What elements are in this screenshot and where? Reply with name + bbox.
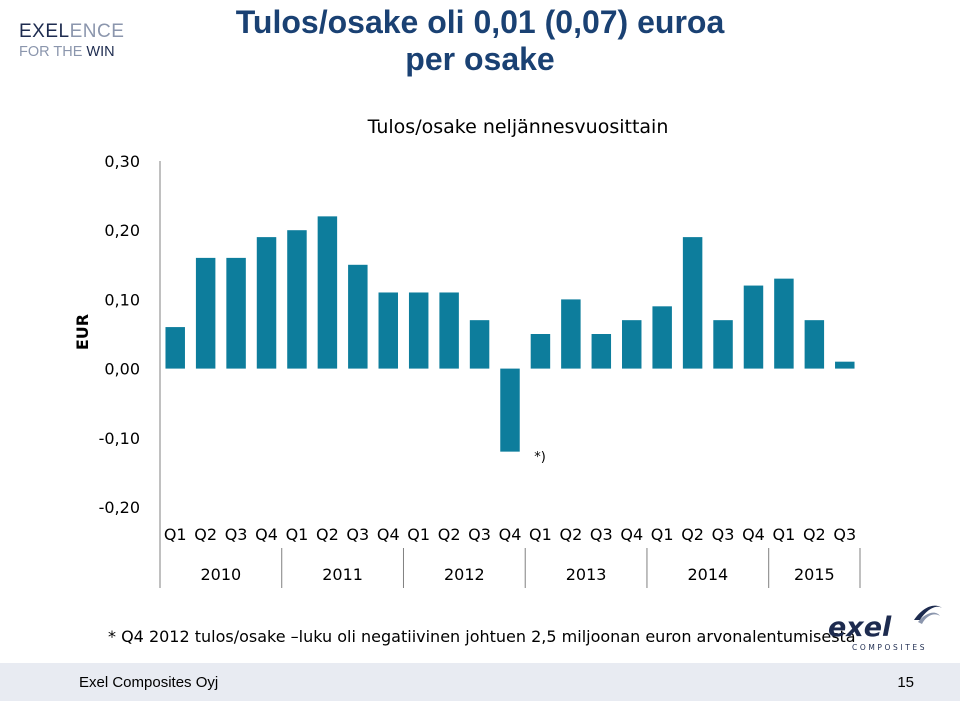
y-axis-title: EUR bbox=[73, 314, 92, 350]
quarter-label: Q2 bbox=[194, 525, 217, 544]
quarter-label: Q1 bbox=[773, 525, 796, 544]
logo-subtext: COMPOSITES bbox=[852, 643, 927, 652]
quarter-label: Q3 bbox=[468, 525, 491, 544]
slide-title-line1: Tulos/osake oli 0,01 (0,07) euroa bbox=[235, 4, 725, 40]
bar bbox=[348, 264, 368, 369]
year-label: 2015 bbox=[794, 565, 835, 584]
page-number: 15 bbox=[897, 674, 914, 691]
quarter-label: Q1 bbox=[407, 525, 430, 544]
quarter-label: Q4 bbox=[255, 525, 278, 544]
y-tick-label: -0,10 bbox=[99, 429, 140, 448]
bar bbox=[804, 320, 825, 369]
quarter-label: Q3 bbox=[225, 525, 248, 544]
bar bbox=[622, 320, 642, 369]
bar bbox=[195, 257, 216, 369]
bar bbox=[500, 368, 520, 452]
quarter-label: Q2 bbox=[803, 525, 826, 544]
bar bbox=[591, 334, 612, 369]
bar bbox=[652, 306, 672, 369]
year-label: 2013 bbox=[566, 565, 607, 584]
quarter-label: Q1 bbox=[651, 525, 674, 544]
brand-text-light: ENCE bbox=[69, 21, 125, 42]
quarter-label: Q2 bbox=[681, 525, 704, 544]
bar bbox=[226, 257, 246, 369]
quarter-label: Q2 bbox=[316, 525, 339, 544]
bar bbox=[165, 327, 185, 369]
bar bbox=[317, 216, 338, 369]
y-tick-label: 0,20 bbox=[104, 221, 140, 240]
quarter-label: Q1 bbox=[164, 525, 187, 544]
slide-title-line2: per osake bbox=[405, 41, 555, 77]
bar bbox=[530, 334, 551, 369]
brand-tagline-light: FOR THE bbox=[19, 44, 87, 60]
bar bbox=[256, 237, 277, 369]
brand-tagline-dark: WIN bbox=[86, 44, 115, 60]
brand-logo: EXELENCE FOR THE WIN bbox=[19, 22, 124, 60]
year-label: 2012 bbox=[444, 565, 485, 584]
footer-bar: Exel Composites Oyj 15 bbox=[0, 663, 960, 701]
quarter-label: Q1 bbox=[286, 525, 309, 544]
year-label: 2014 bbox=[687, 565, 728, 584]
quarter-label: Q4 bbox=[499, 525, 522, 544]
quarter-label: Q4 bbox=[620, 525, 643, 544]
bar bbox=[469, 320, 490, 369]
quarter-label: Q1 bbox=[529, 525, 552, 544]
quarter-label: Q3 bbox=[833, 525, 856, 544]
bar bbox=[835, 361, 855, 369]
quarter-label: Q3 bbox=[712, 525, 735, 544]
y-tick-label: 0,30 bbox=[104, 152, 140, 171]
footer-company: Exel Composites Oyj bbox=[79, 674, 219, 691]
bar bbox=[378, 292, 398, 369]
year-label: 2011 bbox=[322, 565, 363, 584]
slide-title: Tulos/osake oli 0,01 (0,07) euroa per os… bbox=[150, 4, 810, 78]
eps-bar-chart: Tulos/osake neljännesvuosittain EUR 0,30… bbox=[73, 116, 861, 588]
quarter-label: Q4 bbox=[742, 525, 765, 544]
y-tick-label: 0,00 bbox=[104, 360, 140, 379]
footnote: * Q4 2012 tulos/osake –luku oli negatiiv… bbox=[108, 627, 856, 646]
quarter-label: Q2 bbox=[559, 525, 582, 544]
bar bbox=[561, 299, 581, 369]
exel-composites-logo: exel COMPOSITES bbox=[828, 605, 942, 652]
quarter-label: Q3 bbox=[346, 525, 369, 544]
bar bbox=[287, 230, 307, 369]
bar bbox=[408, 292, 429, 369]
bar bbox=[713, 320, 733, 369]
quarter-label: Q4 bbox=[377, 525, 400, 544]
y-tick-label: 0,10 bbox=[104, 290, 140, 309]
bar bbox=[682, 237, 703, 369]
bar bbox=[774, 278, 794, 369]
quarter-label: Q2 bbox=[438, 525, 461, 544]
bar bbox=[439, 292, 459, 369]
year-label: 2010 bbox=[201, 565, 242, 584]
quarter-label: Q3 bbox=[590, 525, 613, 544]
chart-title: Tulos/osake neljännesvuosittain bbox=[367, 116, 669, 138]
y-tick-label: -0,20 bbox=[99, 498, 140, 517]
bar-annotation: *) bbox=[534, 450, 546, 465]
brand-text-dark: EXEL bbox=[19, 21, 70, 42]
logo-wordmark: exel bbox=[828, 612, 892, 643]
bar bbox=[743, 285, 764, 369]
